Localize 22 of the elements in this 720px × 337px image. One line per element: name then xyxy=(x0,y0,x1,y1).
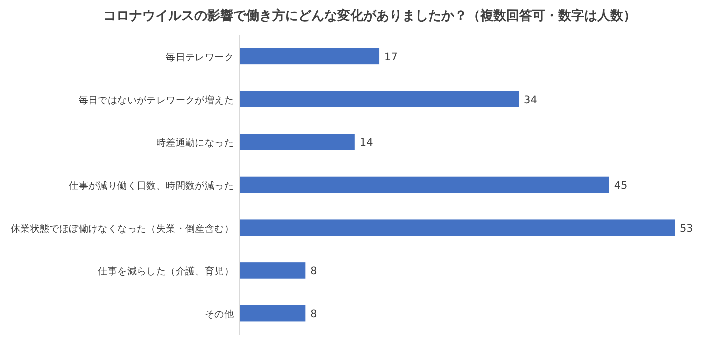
data-label: 45 xyxy=(614,180,628,192)
data-label: 14 xyxy=(360,137,374,150)
bar xyxy=(240,48,380,65)
bar xyxy=(240,262,306,279)
y-tick-label: 毎日ではないがテレワークが増えた xyxy=(78,94,234,106)
bar xyxy=(240,176,610,194)
y-tick-label: 休業状態でほぼ働けなくなった（失業・倒産含む） xyxy=(10,222,234,235)
y-tick-label: 仕事を減らした（介護、育児） xyxy=(98,266,234,278)
y-tick-label: 時差通勤になった xyxy=(156,137,234,150)
bar xyxy=(240,134,355,150)
data-label: 53 xyxy=(680,222,694,235)
chart-title: コロナウイルスの影響で働き方にどんな変化がありましたか？（複数回答可・数字は人数） xyxy=(104,8,636,24)
data-label: 34 xyxy=(524,94,538,106)
bar xyxy=(240,220,675,236)
data-label: 17 xyxy=(384,51,398,64)
bar xyxy=(240,305,306,322)
data-label: 8 xyxy=(310,266,318,278)
data-label: 8 xyxy=(310,308,318,321)
y-tick-label: 毎日テレワーク xyxy=(166,51,234,64)
bar xyxy=(240,91,520,108)
y-tick-label: その他 xyxy=(204,308,234,321)
y-tick-label: 仕事が減り働く日数、時間数が減った xyxy=(69,180,234,192)
